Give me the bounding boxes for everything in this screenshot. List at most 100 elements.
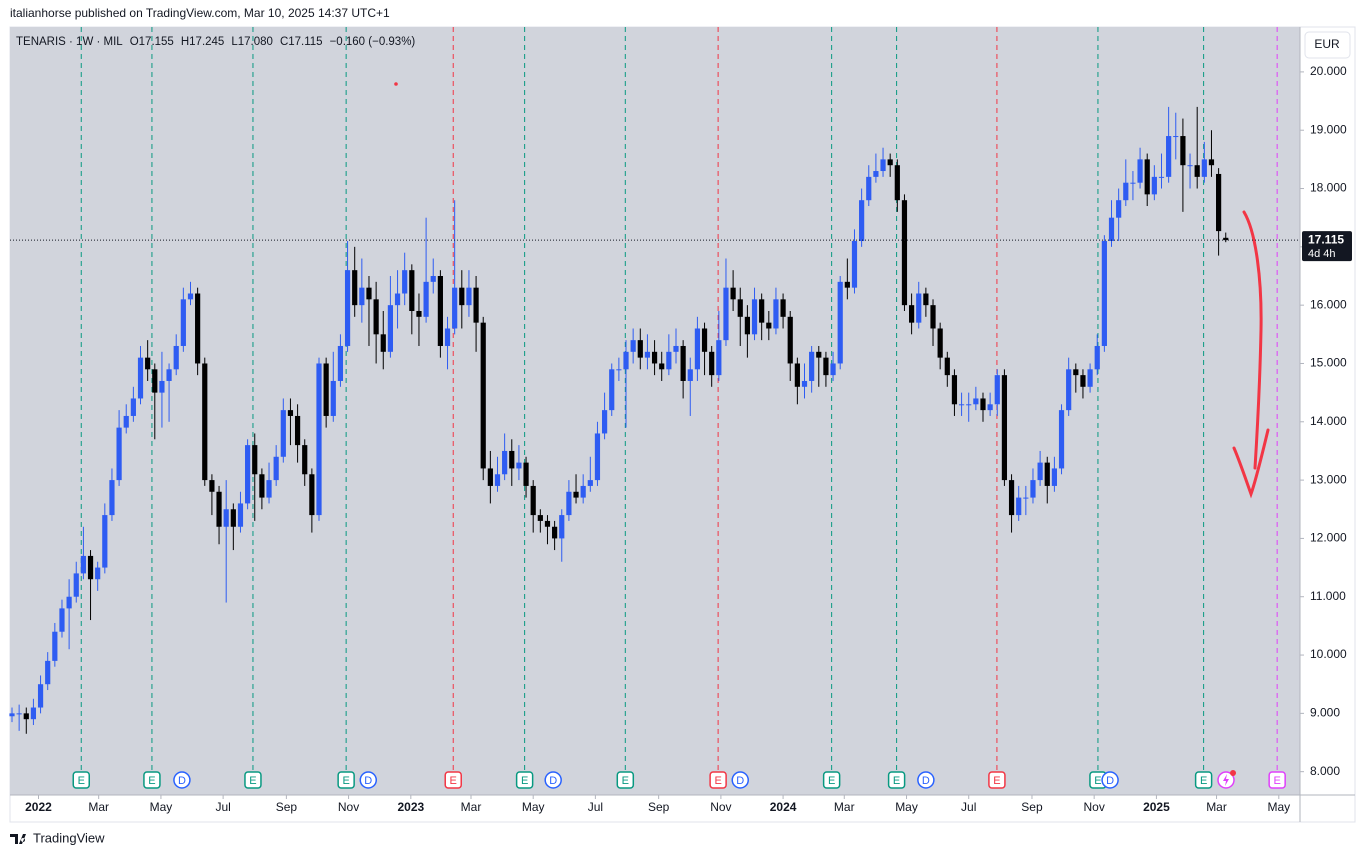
candle-body [409, 270, 415, 311]
candle-body [844, 281, 850, 288]
candle-body [52, 631, 58, 661]
candle-body [923, 293, 929, 306]
candle-body [159, 380, 165, 393]
candle-body [987, 404, 993, 411]
candle-body [730, 287, 736, 300]
candle-body [1173, 136, 1179, 138]
candle-body [509, 450, 515, 469]
event-label: E [1094, 775, 1101, 787]
x-tick-label: Nov [338, 800, 359, 814]
candle-body [387, 305, 394, 352]
candle-body [423, 281, 429, 317]
legend: TENARIS · 1W · MIL O17.155 H17.245 L17.080 C… [16, 36, 415, 48]
candle-body [480, 322, 486, 469]
candle-body [1037, 462, 1043, 481]
x-tick-label: 2025 [1143, 800, 1170, 814]
candle-body [680, 345, 686, 381]
candle-body [259, 474, 265, 498]
event-label: E [828, 775, 835, 787]
candle-body [287, 410, 294, 416]
candle-body [909, 305, 915, 323]
currency: EUR [1314, 37, 1340, 51]
legend-value: 17.155 [139, 36, 174, 48]
event-label: E [342, 775, 349, 787]
event-badge [887, 771, 906, 789]
drawn-arrow [1232, 210, 1270, 499]
candle-body [59, 608, 65, 632]
news-icon [1223, 774, 1229, 786]
candle-body [394, 293, 401, 306]
y-tick-label: 10.000 [1310, 647, 1347, 661]
event-badge [1194, 771, 1213, 789]
x-tick-label: May [1267, 800, 1290, 814]
candle-body [1194, 165, 1200, 177]
candle-body [780, 299, 786, 317]
candle-body [559, 515, 565, 539]
candle-body [787, 316, 793, 364]
candle-body [437, 276, 443, 346]
candle-body [1144, 159, 1150, 195]
candle-body [1023, 497, 1029, 499]
candle-body [709, 351, 715, 376]
candle-body [16, 713, 22, 715]
x-tick-label: Jul [215, 800, 230, 814]
last-price-box [1302, 231, 1352, 262]
candle-body [1073, 369, 1079, 376]
legend-key: C [280, 36, 288, 48]
candle-body [644, 351, 651, 358]
candle-body [402, 270, 408, 294]
candle-body [566, 491, 572, 516]
candle-body [937, 328, 943, 358]
candle-body [901, 200, 908, 306]
event-badge [244, 771, 262, 789]
candle-body [1166, 136, 1172, 177]
candle-body [1080, 375, 1086, 387]
candle-body [687, 369, 693, 381]
candle-body [994, 375, 1000, 405]
candle-body [751, 299, 758, 335]
y-tick-label: 20.000 [1310, 64, 1347, 78]
candle-body [195, 293, 201, 364]
legend-value: 17.115 [288, 36, 322, 48]
candle-body [337, 345, 344, 381]
candle-body [359, 287, 365, 306]
candle-body [273, 456, 279, 481]
candle-body [45, 660, 51, 685]
y-tick-label: 16.000 [1310, 297, 1347, 311]
candle-body [223, 509, 229, 527]
event-badge [72, 771, 91, 789]
y-tick-label: 11.000 [1310, 589, 1346, 603]
candle-body [444, 328, 451, 346]
event-label: E [450, 775, 457, 787]
x-tick-label: Nov [1083, 800, 1104, 814]
candle-body [759, 299, 765, 323]
candle-body [616, 369, 622, 371]
candle-body [523, 462, 529, 486]
candle-body [601, 410, 608, 434]
candle-body [23, 713, 29, 720]
x-tick-label: May [150, 800, 173, 814]
x-tick-label: Nov [710, 800, 731, 814]
candle-body [623, 351, 629, 370]
candle-body [830, 363, 836, 376]
currency-button[interactable] [1304, 31, 1351, 59]
candle-body [766, 322, 772, 329]
candle-body [723, 287, 729, 341]
candle-body [980, 398, 986, 411]
x-tick-label: Sep [1021, 800, 1043, 814]
candle-body [352, 270, 358, 306]
candle-body [587, 480, 593, 486]
event-badge [444, 771, 462, 789]
legend-symbol: TENARIS · 1W · MIL [16, 36, 123, 48]
candle-body [487, 468, 493, 486]
publish-info: italianhorse published on TradingView.co… [10, 6, 390, 20]
event-label: E [993, 775, 1000, 787]
candle-body [266, 480, 272, 498]
event-badge [143, 771, 161, 789]
candle-body [1108, 217, 1115, 242]
candle-body [30, 707, 37, 720]
candle-body [851, 241, 858, 288]
y-tick-label: 15.000 [1310, 356, 1347, 370]
candle-body [973, 398, 979, 405]
